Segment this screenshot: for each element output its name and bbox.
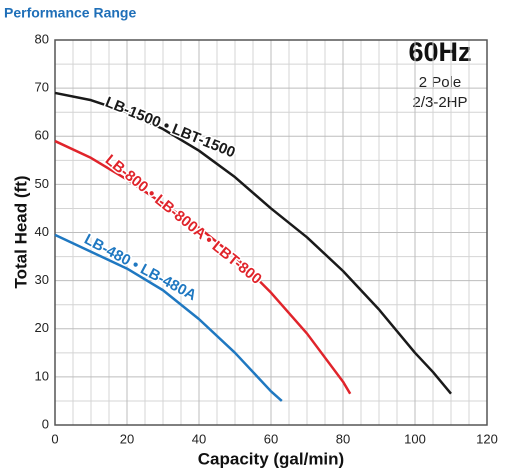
line bbox=[54, 233, 283, 402]
series-label: LB-480 • LB-480A bbox=[81, 231, 199, 305]
plot-frame bbox=[54, 39, 488, 426]
x-tick-label: 0 bbox=[51, 431, 58, 446]
line bbox=[54, 139, 352, 395]
y-tick-label: 30 bbox=[35, 272, 49, 287]
annotation: 60Hz bbox=[408, 37, 471, 67]
x-axis-title: Capacity (gal/min) bbox=[198, 449, 344, 468]
y-tick-label: 10 bbox=[35, 368, 49, 383]
line bbox=[54, 91, 452, 395]
y-tick-label: 40 bbox=[35, 224, 49, 239]
x-tick-label: 40 bbox=[192, 431, 206, 446]
y-tick-label: 60 bbox=[35, 128, 49, 143]
x-tick-label: 20 bbox=[120, 431, 134, 446]
y-tick-label: 0 bbox=[42, 416, 49, 431]
chart-title: Performance Range bbox=[4, 5, 136, 21]
y-axis-title: Total Head (ft) bbox=[11, 175, 30, 288]
y-tick-label: 50 bbox=[35, 176, 49, 191]
x-tick-label: 60 bbox=[264, 431, 278, 446]
x-tick-label: 80 bbox=[336, 431, 350, 446]
y-tick-label: 80 bbox=[35, 31, 49, 46]
x-tick-label: 120 bbox=[476, 431, 498, 446]
y-tick-label: 20 bbox=[35, 320, 49, 335]
y-tick-label: 70 bbox=[35, 80, 49, 95]
x-tick-label: 100 bbox=[404, 431, 426, 446]
annotation: 2/3-2HP bbox=[412, 94, 467, 111]
